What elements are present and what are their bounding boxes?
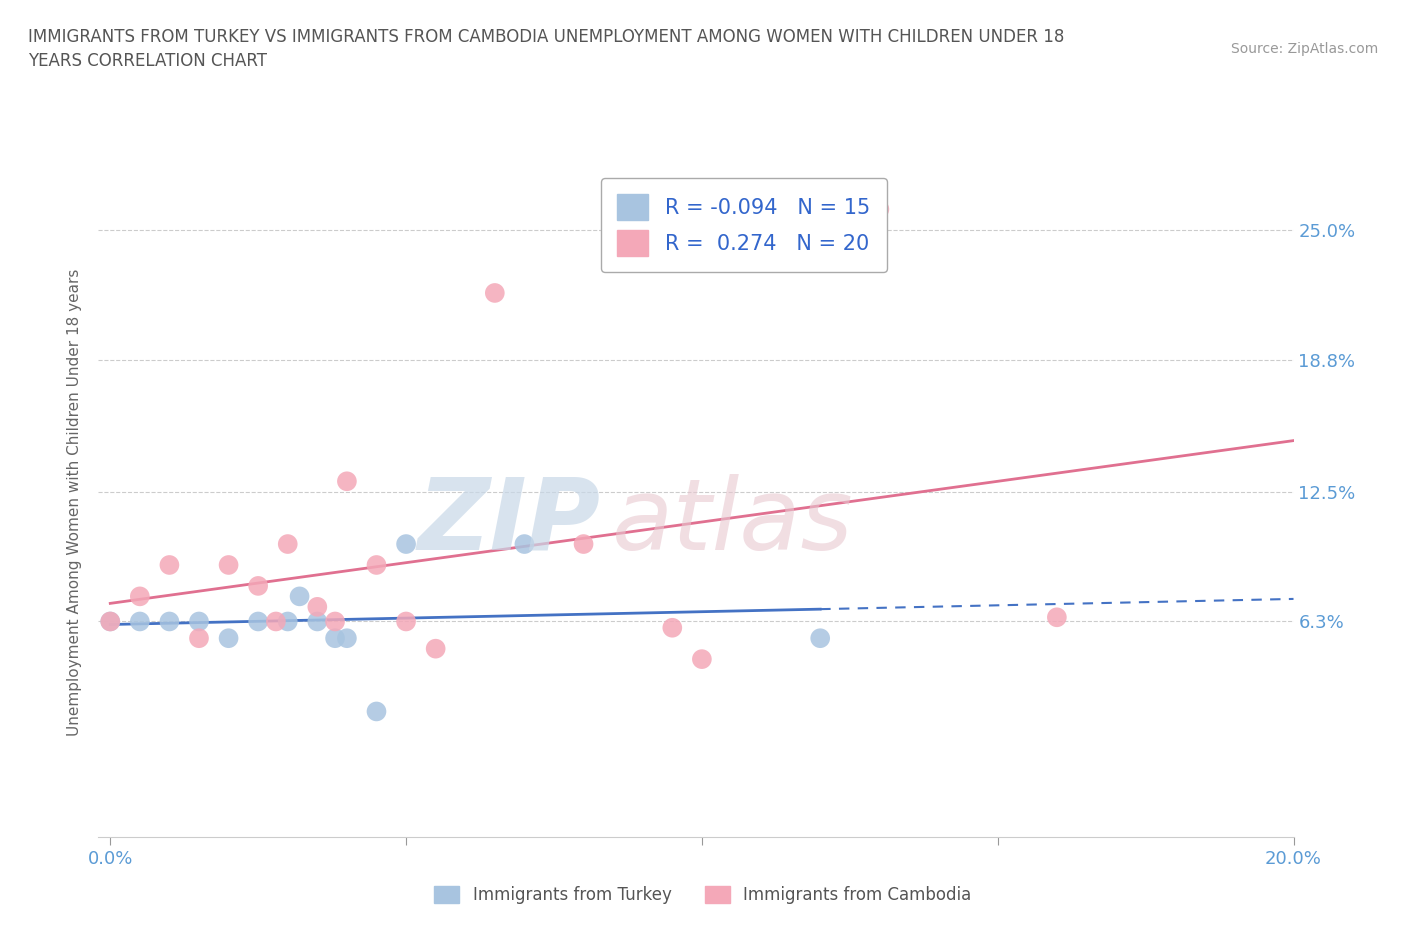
Point [157, 558, 180, 573]
Point [188, 614, 211, 629]
Point [323, 631, 346, 645]
Point [98, 614, 121, 629]
Point [98, 614, 121, 629]
Text: Source: ZipAtlas.com: Source: ZipAtlas.com [1230, 42, 1378, 56]
Point [277, 537, 299, 551]
Point [425, 642, 447, 657]
Point [572, 537, 595, 551]
Point [336, 631, 359, 645]
Point [690, 652, 713, 667]
Legend: Immigrants from Turkey, Immigrants from Cambodia: Immigrants from Turkey, Immigrants from … [426, 878, 980, 912]
Point [395, 614, 418, 629]
Point [218, 631, 240, 645]
Point [128, 589, 150, 604]
Point [336, 474, 359, 489]
Text: ZIP: ZIP [418, 473, 600, 571]
Point [307, 600, 329, 615]
Text: atlas: atlas [613, 473, 853, 571]
Legend: R = -0.094   N = 15, R =  0.274   N = 20: R = -0.094 N = 15, R = 0.274 N = 20 [600, 178, 887, 272]
Point [661, 620, 683, 635]
Point [247, 578, 270, 593]
Point [366, 704, 388, 719]
Point [157, 614, 180, 629]
Text: IMMIGRANTS FROM TURKEY VS IMMIGRANTS FROM CAMBODIA UNEMPLOYMENT AMONG WOMEN WITH: IMMIGRANTS FROM TURKEY VS IMMIGRANTS FRO… [28, 28, 1064, 70]
Y-axis label: Unemployment Among Women with Children Under 18 years: Unemployment Among Women with Children U… [67, 269, 83, 736]
Point [188, 631, 211, 645]
Point [307, 614, 329, 629]
Point [218, 558, 240, 573]
Point [395, 537, 418, 551]
Point [868, 202, 890, 217]
Point [808, 631, 831, 645]
Point [1046, 610, 1069, 625]
Point [366, 558, 388, 573]
Point [288, 589, 311, 604]
Point [323, 614, 346, 629]
Point [128, 614, 150, 629]
Point [277, 614, 299, 629]
Point [484, 286, 506, 300]
Point [264, 614, 287, 629]
Point [513, 537, 536, 551]
Point [247, 614, 270, 629]
